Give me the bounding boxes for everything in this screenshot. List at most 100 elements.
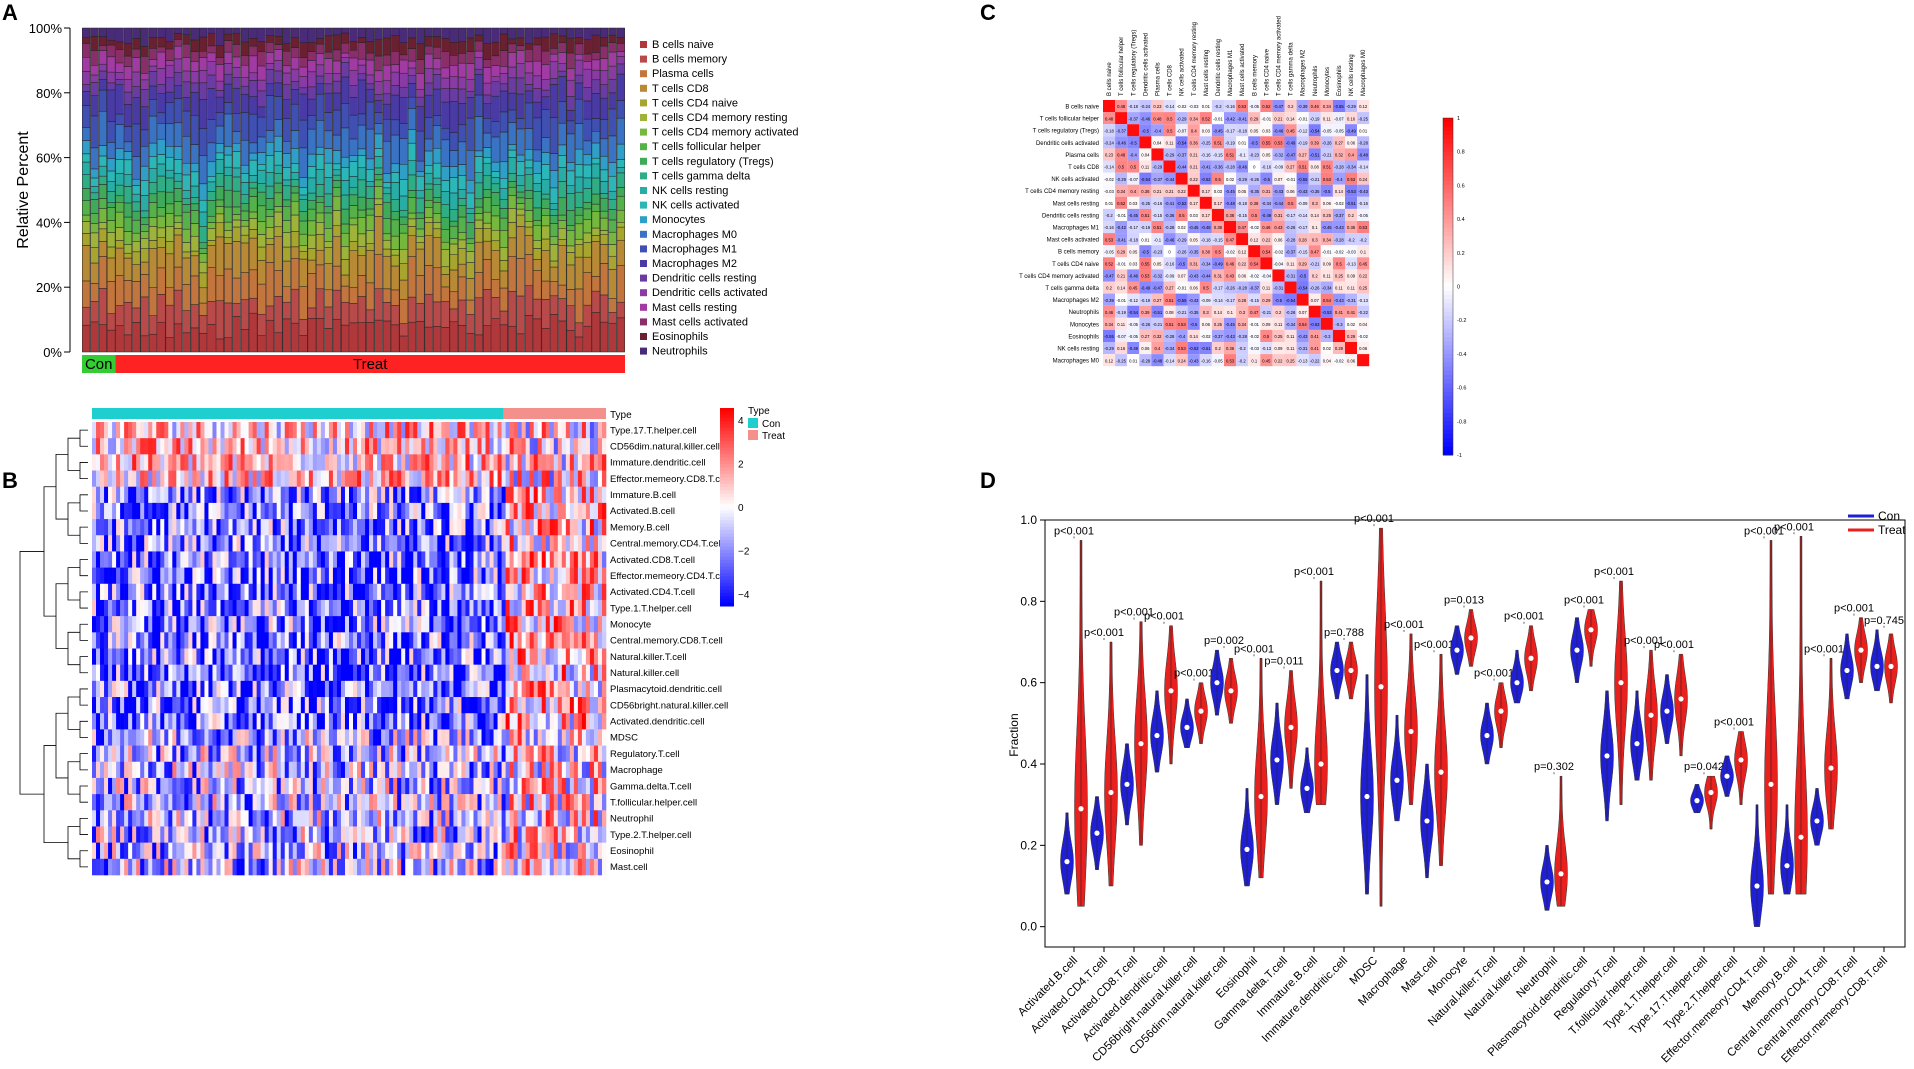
- heatmap-cell: [180, 697, 185, 714]
- heatmap-cell: [485, 535, 490, 552]
- bar-segment: [82, 56, 91, 72]
- heatmap-cell: [393, 599, 398, 617]
- heatmap-cell: [300, 777, 306, 795]
- bar-segment: [583, 272, 592, 306]
- heatmap-cell: [296, 826, 302, 843]
- bar-segment: [107, 181, 116, 192]
- heatmap-cell: [100, 551, 105, 568]
- heatmap-cell: [473, 470, 478, 488]
- heatmap-cell: [232, 486, 237, 504]
- heatmap-cell: [296, 648, 302, 665]
- heatmap-cell: [96, 632, 101, 649]
- heatmap-cell: [501, 583, 506, 601]
- heatmap-cell: [513, 777, 518, 795]
- heatmap-cell: [457, 470, 462, 488]
- heatmap-cell: [268, 810, 274, 827]
- heatmap-cell: [441, 551, 446, 568]
- heatmap-cell: [493, 648, 498, 665]
- bar-segment: [599, 234, 609, 245]
- bar-segment: [524, 210, 534, 222]
- bar-segment: [599, 193, 609, 199]
- bar-segment: [349, 176, 358, 188]
- heatmap-cell: [256, 664, 261, 682]
- bar-segment: [407, 190, 417, 198]
- heatmap-cell: [148, 438, 153, 455]
- heatmap-cell: [228, 729, 233, 746]
- heatmap-cell: [473, 454, 478, 471]
- heatmap-cell: [116, 697, 121, 714]
- heatmap-cell: [397, 664, 402, 682]
- bar-segment: [182, 27, 191, 35]
- heatmap-cell: [132, 599, 137, 617]
- heatmap-cell: [601, 745, 607, 763]
- bar-segment: [616, 73, 625, 101]
- heatmap-cell: [148, 842, 153, 860]
- heatmap-cell: [192, 697, 197, 714]
- heatmap-cell: [260, 826, 265, 843]
- bar-segment: [341, 167, 350, 181]
- heatmap-cell: [260, 454, 265, 471]
- bar-segment: [232, 219, 241, 228]
- heatmap-cell: [308, 551, 314, 568]
- bar-segment: [599, 181, 609, 194]
- bar-segment: [541, 152, 550, 165]
- bar-segment: [190, 114, 199, 145]
- bar-segment: [499, 50, 508, 67]
- heatmap-cell: [569, 632, 575, 649]
- heatmap-cell: [240, 697, 245, 714]
- bar-segment: [466, 90, 475, 98]
- heatmap-cell: [497, 632, 502, 649]
- heatmap-cell: [361, 502, 366, 520]
- heatmap-cell: [196, 745, 201, 763]
- heatmap-cell: [276, 761, 282, 779]
- heatmap-cell: [489, 664, 494, 682]
- heatmap-cell: [144, 810, 149, 827]
- bar-segment: [123, 231, 133, 245]
- heatmap-cell: [244, 729, 249, 746]
- bar-segment: [399, 279, 408, 300]
- bar-segment: [574, 223, 584, 240]
- heatmap-cell: [393, 713, 398, 730]
- group-strip-treat: [115, 355, 626, 373]
- bar-segment: [207, 119, 216, 144]
- bar-segment: [583, 164, 592, 179]
- heatmap-cell: [104, 599, 109, 617]
- heatmap-cell: [401, 664, 406, 682]
- heatmap-cell: [561, 567, 567, 585]
- heatmap-cell: [316, 810, 322, 827]
- heatmap-cell: [525, 535, 531, 552]
- heatmap-cell: [433, 422, 438, 439]
- heatmap-cell: [248, 567, 253, 585]
- heatmap-cell: [589, 486, 595, 504]
- heatmap-cell: [324, 616, 330, 633]
- heatmap-cell: [597, 713, 603, 730]
- bar-segment: [82, 27, 91, 38]
- heatmap-cell: [176, 794, 181, 811]
- heatmap-cell: [449, 599, 454, 617]
- heatmap-cell: [284, 648, 290, 665]
- bar-segment: [165, 177, 174, 193]
- heatmap-cell: [457, 502, 462, 520]
- heatmap-cell: [585, 551, 591, 568]
- heatmap-cell: [188, 535, 193, 552]
- bar-segment: [349, 97, 358, 116]
- bar-segment: [382, 233, 392, 241]
- heatmap-cell: [569, 583, 575, 601]
- heatmap-cell: [260, 599, 265, 617]
- heatmap-cell: [276, 454, 282, 471]
- heatmap-cell: [533, 551, 539, 568]
- heatmap-cell: [533, 842, 539, 860]
- heatmap-cell: [489, 648, 494, 665]
- heatmap-cell: [481, 470, 486, 488]
- heatmap-cell: [525, 810, 531, 827]
- heatmap-cell: [421, 648, 426, 665]
- heatmap-cell: [493, 438, 498, 455]
- heatmap-cell: [469, 648, 474, 665]
- bar-segment: [98, 27, 108, 37]
- heatmap-cell: [441, 519, 446, 536]
- heatmap-cell: [453, 551, 458, 568]
- heatmap-cell: [421, 680, 426, 698]
- bar-segment: [249, 312, 258, 353]
- heatmap-cell: [256, 438, 261, 455]
- heatmap-cell: [381, 599, 386, 617]
